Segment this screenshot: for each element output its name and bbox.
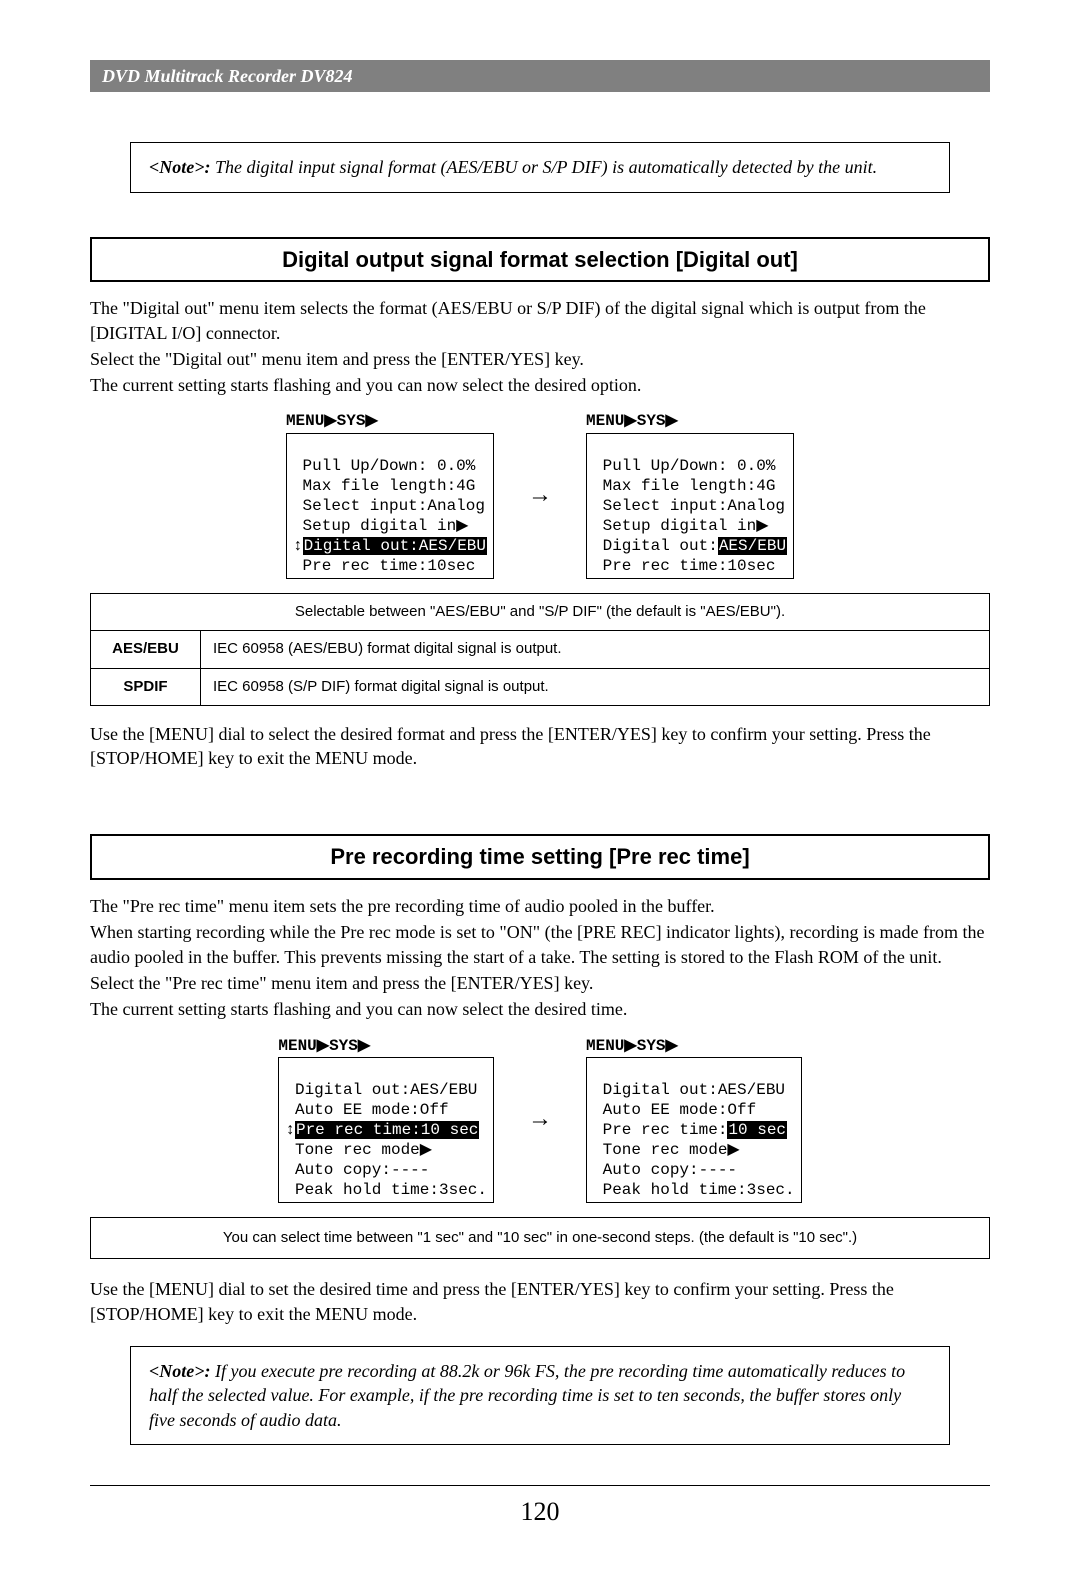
- paragraph: The current setting starts flashing and …: [90, 997, 990, 1021]
- menu-line: Digital out:AES/EBU: [285, 1081, 477, 1099]
- menu-line: Auto copy:----: [285, 1161, 429, 1179]
- paragraph: The "Digital out" menu item selects the …: [90, 296, 990, 345]
- table-row: SPDIF IEC 60958 (S/P DIF) format digital…: [91, 668, 990, 705]
- section-heading-pre-rec: Pre recording time setting [Pre rec time…: [90, 834, 990, 880]
- table-key: SPDIF: [91, 668, 201, 705]
- header-title: DVD Multitrack Recorder DV824: [102, 66, 353, 86]
- table-key: AES/EBU: [91, 631, 201, 668]
- note-label: <Note>:: [149, 1361, 211, 1381]
- menu-screen-right: Pull Up/Down: 0.0% Max file length:4G Se…: [586, 433, 794, 579]
- menu-line: Auto EE mode:Off: [285, 1101, 448, 1119]
- menu-screens-pre-rec: MENU▶SYS▶ Digital out:AES/EBU Auto EE mo…: [90, 1036, 990, 1204]
- menu-line: Digital out:AES/EBU: [593, 1081, 785, 1099]
- menu-line-selected: Digital out:AES/EBU: [303, 537, 487, 555]
- menu-line: Select input:Analog: [293, 497, 485, 515]
- section-heading-digital-out: Digital output signal format selection […: [90, 237, 990, 283]
- screen-breadcrumb: MENU▶SYS▶: [278, 1036, 494, 1058]
- menu-line: Pre rec time:10sec: [293, 557, 475, 575]
- paragraph: Use the [MENU] dial to select the desire…: [90, 722, 990, 771]
- header-bar: DVD Multitrack Recorder DV824: [90, 60, 990, 92]
- menu-line-selected: Pre rec time:10 sec: [295, 1121, 479, 1139]
- arrow-right-icon: →: [524, 1103, 556, 1135]
- menu-screen-left: Pull Up/Down: 0.0% Max file length:4G Se…: [286, 433, 494, 579]
- menu-line: Pull Up/Down: 0.0%: [293, 457, 475, 475]
- table-value: IEC 60958 (S/P DIF) format digital signa…: [201, 668, 990, 705]
- menu-value-flashing: AES/EBU: [718, 537, 787, 555]
- paragraph: Select the "Pre rec time" menu item and …: [90, 971, 990, 995]
- menu-line: Pull Up/Down: 0.0%: [593, 457, 775, 475]
- menu-line: Pre rec time:: [593, 1121, 727, 1139]
- note-box-input-format: <Note>: The digital input signal format …: [130, 142, 950, 192]
- info-box-pre-rec-range: You can select time between "1 sec" and …: [90, 1217, 990, 1259]
- menu-line: Peak hold time:3sec.: [593, 1181, 795, 1199]
- table-row: AES/EBU IEC 60958 (AES/EBU) format digit…: [91, 631, 990, 668]
- paragraph: When starting recording while the Pre re…: [90, 920, 990, 969]
- screen-breadcrumb: MENU▶SYS▶: [286, 411, 494, 433]
- page-number: 120: [90, 1485, 990, 1529]
- note-box-pre-rec-fs: <Note>: If you execute pre recording at …: [130, 1346, 950, 1445]
- menu-line: Setup digital in▶: [293, 517, 469, 535]
- note-text: The digital input signal format (AES/EBU…: [211, 157, 878, 177]
- menu-line: Max file length:4G: [293, 477, 475, 495]
- menu-screens-digital-out: MENU▶SYS▶ Pull Up/Down: 0.0% Max file le…: [90, 411, 990, 579]
- menu-line: Digital out:: [593, 537, 718, 555]
- screen-breadcrumb: MENU▶SYS▶: [586, 1036, 802, 1058]
- menu-line: Tone rec mode▶: [285, 1141, 432, 1159]
- menu-line: Tone rec mode▶: [593, 1141, 740, 1159]
- menu-line: Pre rec time:10sec: [593, 557, 775, 575]
- arrow-right-icon: →: [524, 479, 556, 511]
- menu-line: Setup digital in▶: [593, 517, 769, 535]
- screen-breadcrumb: MENU▶SYS▶: [586, 411, 794, 433]
- paragraph: The current setting starts flashing and …: [90, 373, 990, 397]
- note-text: If you execute pre recording at 88.2k or…: [149, 1361, 905, 1430]
- menu-cursor: ↕: [293, 537, 303, 555]
- note-label: <Note>:: [149, 157, 211, 177]
- paragraph: Use the [MENU] dial to set the desired t…: [90, 1277, 990, 1326]
- menu-line: Peak hold time:3sec.: [285, 1181, 487, 1199]
- menu-line: Max file length:4G: [593, 477, 775, 495]
- menu-screen-left: Digital out:AES/EBU Auto EE mode:Off ↕Pr…: [278, 1057, 494, 1203]
- menu-line: Select input:Analog: [593, 497, 785, 515]
- paragraph: Select the "Digital out" menu item and p…: [90, 347, 990, 371]
- menu-value-flashing: 10 sec: [727, 1121, 787, 1139]
- menu-screen-right: Digital out:AES/EBU Auto EE mode:Off Pre…: [586, 1057, 802, 1203]
- table-value: IEC 60958 (AES/EBU) format digital signa…: [201, 631, 990, 668]
- menu-cursor: ↕: [285, 1121, 295, 1139]
- paragraph: The "Pre rec time" menu item sets the pr…: [90, 894, 990, 918]
- menu-line: Auto EE mode:Off: [593, 1101, 756, 1119]
- options-table-digital-out: Selectable between "AES/EBU" and "S/P DI…: [90, 593, 990, 706]
- table-head: Selectable between "AES/EBU" and "S/P DI…: [91, 594, 990, 631]
- menu-line: Auto copy:----: [593, 1161, 737, 1179]
